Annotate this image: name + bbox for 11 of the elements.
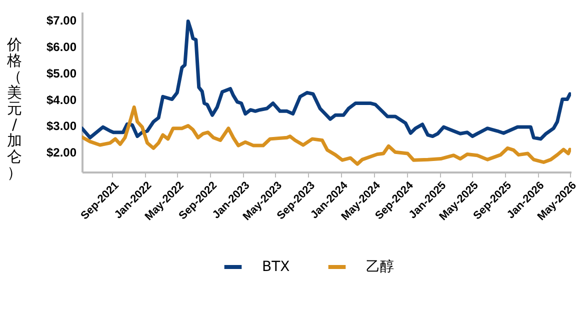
y-tick-label: $5.00 xyxy=(46,66,77,80)
line-series xyxy=(82,105,571,166)
line-series xyxy=(82,20,571,141)
y-tick-label: $6.00 xyxy=(46,40,77,54)
y-tick-label: $3.00 xyxy=(46,119,77,134)
y-tick-label: $4.00 xyxy=(46,92,77,107)
legend-label: 乙醇 xyxy=(366,259,394,275)
legend-label: BTX xyxy=(262,259,290,275)
y-tick-label: $2.00 xyxy=(46,146,77,160)
y-tick-label: $7.00 xyxy=(46,13,77,28)
text: 价格（美元/加仑） xyxy=(7,36,22,182)
